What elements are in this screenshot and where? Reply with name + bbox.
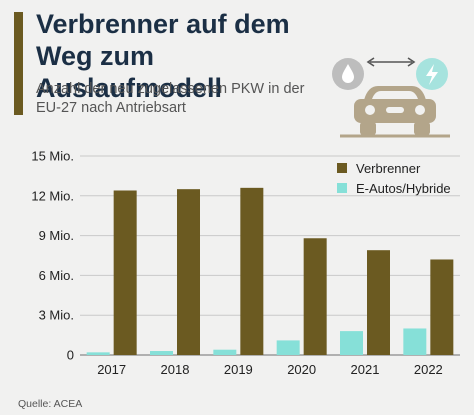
chart-legend: Verbrenner E-Autos/Hybride [337,158,451,198]
legend-item-verbrenner: Verbrenner [337,158,451,178]
bar-verbrenner-2020 [303,238,327,355]
source-note: Quelle: ACEA [18,398,83,410]
bar-verbrenner-2019 [240,187,264,355]
legend-label-verbrenner: Verbrenner [356,160,421,176]
x-tick-label-2019: 2019 [224,362,253,377]
chart-title: Verbrenner auf dem Weg zum Auslaufmodell [36,9,290,103]
bar-e-autos-2020 [276,340,300,355]
y-tick-label: 3 Mio. [39,308,74,323]
legend-label-e-autos: E-Autos/Hybride [356,180,451,196]
water-drop-icon [332,58,364,90]
hero-illustration [332,57,450,138]
y-tick-label: 15 Mio. [31,149,74,164]
arrow-exchange-icon [366,57,416,67]
x-tick-label-2017: 2017 [97,362,126,377]
legend-item-e-autos: E-Autos/Hybride [337,178,451,198]
y-tick-label: 12 Mio. [31,188,74,203]
car-icon [340,86,450,138]
y-tick-label: 0 [67,348,74,363]
bar-verbrenner-2022 [430,259,454,355]
x-tick-label-2020: 2020 [287,362,316,377]
lightning-icon [416,58,448,90]
bar-e-autos-2021 [340,331,363,355]
bar-e-autos-2019 [213,349,237,355]
bar-verbrenner-2018 [177,189,200,355]
y-tick-label: 6 Mio. [39,268,74,283]
bar-e-autos-2018 [150,351,173,355]
x-tick-label-2018: 2018 [161,362,190,377]
x-tick-label-2022: 2022 [414,362,443,377]
legend-swatch-verbrenner [337,163,347,173]
legend-swatch-e-autos [337,183,347,193]
bar-e-autos-2017 [86,352,110,355]
x-tick-label-2021: 2021 [351,362,380,377]
bar-verbrenner-2017 [113,190,137,355]
title-accent-bar [14,12,23,115]
bar-e-autos-2022 [403,328,427,355]
bar-verbrenner-2021 [367,250,390,355]
y-tick-label: 9 Mio. [39,228,74,243]
chart-subtitle: Anzahl der neu zugelassenen PKW in der E… [36,81,305,116]
